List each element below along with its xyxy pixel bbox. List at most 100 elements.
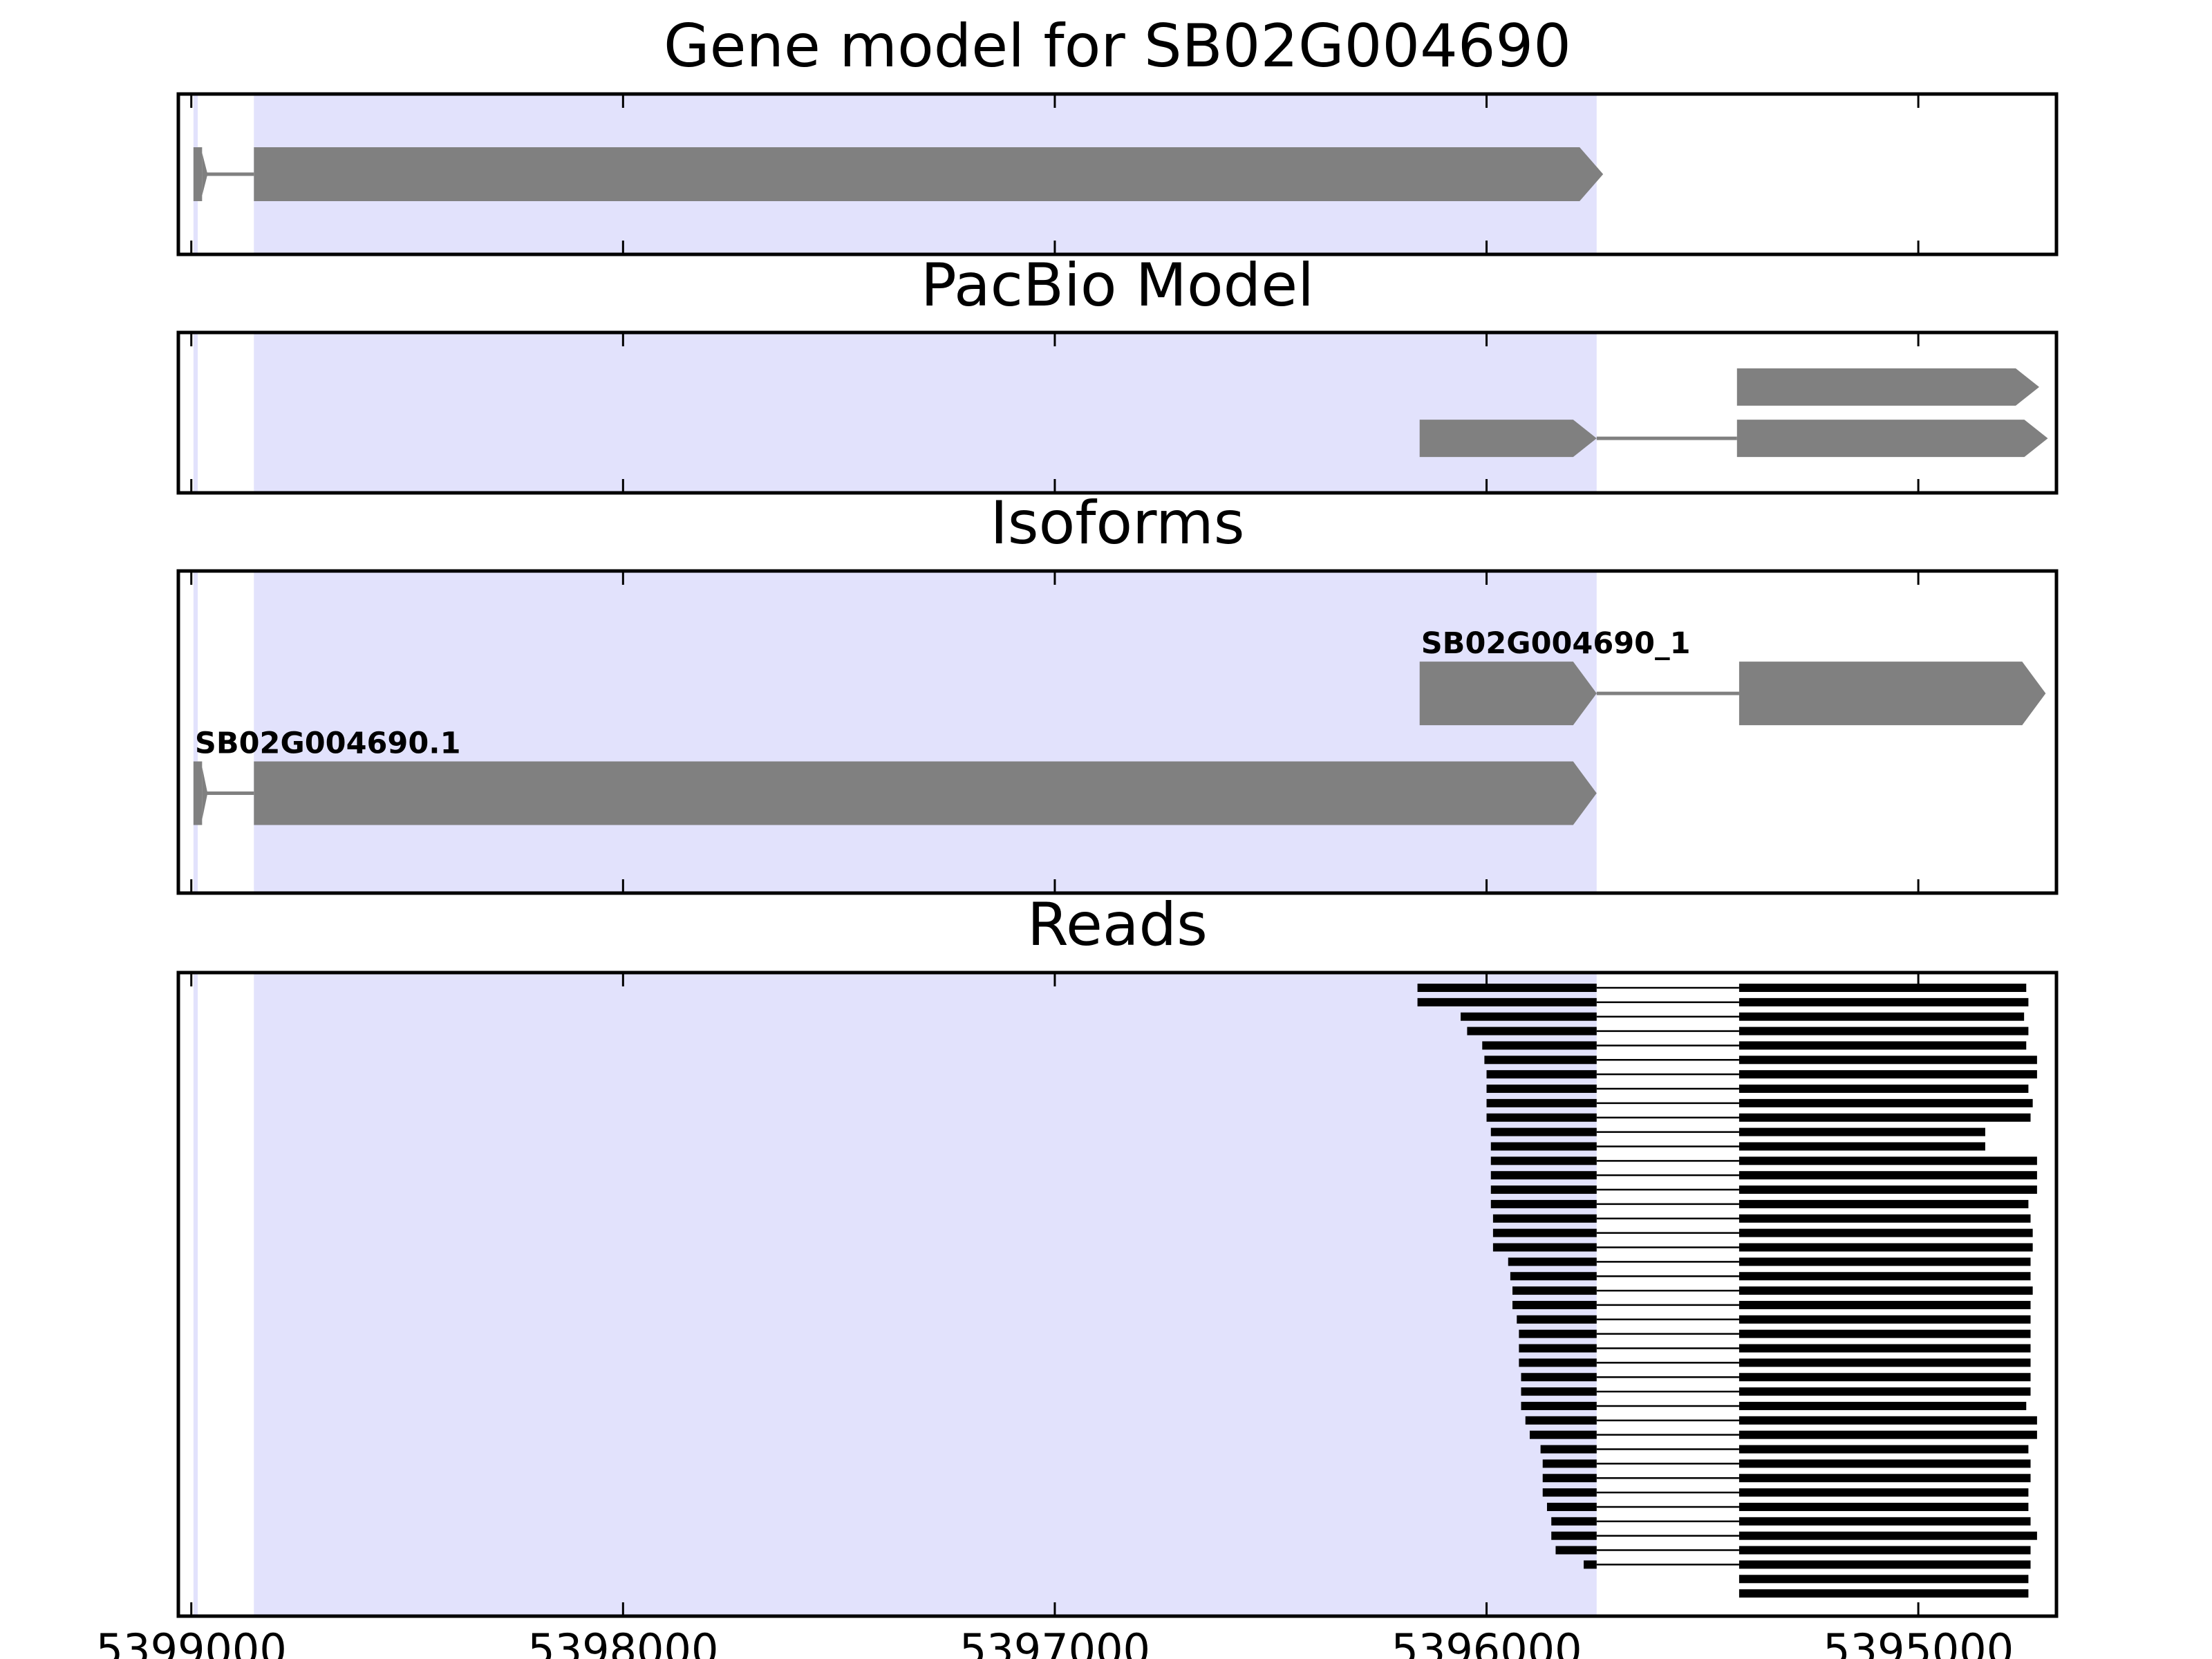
read <box>1461 1012 2025 1021</box>
highlight-region <box>193 571 198 893</box>
read-exon <box>1738 1517 2031 1526</box>
read-exon <box>1512 1286 1597 1295</box>
read-exon <box>1519 1329 1597 1338</box>
exon-tip <box>202 767 208 820</box>
read-exon <box>1738 1315 2031 1324</box>
highlight-region <box>193 973 198 1616</box>
read-exon <box>1738 1257 2031 1266</box>
read-exon <box>1738 1185 2037 1194</box>
exon <box>254 761 1597 825</box>
x-tick-label: 5395000 <box>1823 1624 2014 1659</box>
read <box>1490 1156 2037 1165</box>
read-exon <box>1490 1142 1597 1151</box>
read <box>1540 1445 2029 1454</box>
feature-pacbio <box>1736 368 2040 406</box>
highlight-region <box>254 973 1597 1616</box>
read <box>1521 1401 2027 1410</box>
read-exon <box>1738 1214 2031 1223</box>
read-exon <box>1546 1502 1597 1511</box>
read-exon <box>1738 1098 2033 1107</box>
read-exon <box>1486 1098 1597 1107</box>
read-exon <box>1551 1531 1597 1540</box>
read-exon <box>1738 1546 2031 1555</box>
read <box>1490 1142 1985 1151</box>
read-exon <box>1542 1459 1597 1468</box>
read-exon <box>1738 1430 2037 1439</box>
read-exon <box>1738 1445 2029 1454</box>
read-exon <box>1492 1214 1597 1223</box>
feature-isoforms: SB02G004690_1 <box>1419 626 2046 726</box>
read <box>1542 1488 2029 1497</box>
read-exon <box>1738 1387 2031 1396</box>
read-exon <box>1519 1344 1597 1353</box>
read-exon <box>1490 1185 1597 1194</box>
read <box>1467 1027 2029 1035</box>
x-tick-label: 5396000 <box>1391 1624 1582 1659</box>
read-exon <box>1738 1459 2031 1468</box>
exon <box>254 147 1604 201</box>
read-exon <box>1490 1156 1597 1165</box>
read-exon <box>1738 1041 2027 1050</box>
read-exon <box>1738 984 2027 992</box>
read-exon <box>1490 1127 1597 1136</box>
read-exon <box>1738 1199 2029 1208</box>
panel-title-isoforms: Isoforms <box>990 489 1244 558</box>
read <box>1546 1502 2029 1511</box>
read <box>1490 1185 2037 1194</box>
exon <box>1419 662 1597 726</box>
read-exon <box>1738 1358 2031 1367</box>
read-exon <box>1738 1502 2029 1511</box>
read <box>1486 1085 2029 1094</box>
panel-isoforms: Isoforms SB02G004690_1 SB02G004690.1 <box>176 489 2059 895</box>
read-exon <box>1738 1127 1985 1136</box>
highlight-region <box>193 332 198 493</box>
read-exon <box>1492 1243 1597 1252</box>
read-exon <box>1738 1344 2031 1353</box>
read-exon <box>1738 1171 2037 1180</box>
read-exon <box>1461 1012 1597 1021</box>
exon <box>1738 662 2046 726</box>
isoform-label: SB02G004690_1 <box>1421 626 1691 661</box>
read <box>1551 1531 2037 1540</box>
read-exon <box>1738 1373 2031 1382</box>
panel-title-pacbio: PacBio Model <box>921 251 1314 320</box>
read-exon <box>1484 1056 1597 1065</box>
read-exon <box>1738 1575 2029 1584</box>
read-exon <box>1517 1315 1597 1324</box>
read-exon <box>1738 1027 2029 1035</box>
read-exon <box>1486 1070 1597 1079</box>
read-exon <box>1525 1416 1597 1425</box>
read-exon <box>1529 1430 1597 1439</box>
exon <box>1736 420 2048 458</box>
read-exon <box>1738 1012 2025 1021</box>
feature-pacbio <box>1419 420 2048 458</box>
read <box>1490 1127 1985 1136</box>
read <box>1551 1517 2031 1526</box>
panel-gene: Gene model for SB02G004690 <box>176 12 2059 256</box>
read <box>1521 1387 2031 1396</box>
read-exon <box>1738 1228 2033 1237</box>
read-exon <box>1521 1373 1597 1382</box>
read <box>1417 997 2029 1006</box>
x-tick-label: 5398000 <box>527 1624 718 1659</box>
read <box>1492 1228 2033 1237</box>
read <box>1521 1373 2031 1382</box>
read-exon <box>1738 1142 1985 1151</box>
read <box>1519 1344 2031 1353</box>
highlight-region <box>254 332 1597 493</box>
read-exon <box>1467 1027 1597 1035</box>
x-tick-label: 5399000 <box>96 1624 287 1659</box>
read <box>1519 1329 2031 1338</box>
read-exon <box>1738 1560 2031 1569</box>
axes-frame-pacbio <box>176 330 2059 495</box>
read <box>1529 1430 2037 1439</box>
read <box>1484 1056 2037 1065</box>
read <box>1508 1257 2031 1266</box>
read <box>1542 1474 2031 1483</box>
read-exon <box>1417 997 1597 1006</box>
panel-pacbio: PacBio Model <box>176 251 2059 495</box>
exon <box>1419 420 1597 458</box>
read <box>1486 1098 2033 1107</box>
read-exon <box>1417 984 1597 992</box>
read-exon <box>1482 1041 1597 1050</box>
